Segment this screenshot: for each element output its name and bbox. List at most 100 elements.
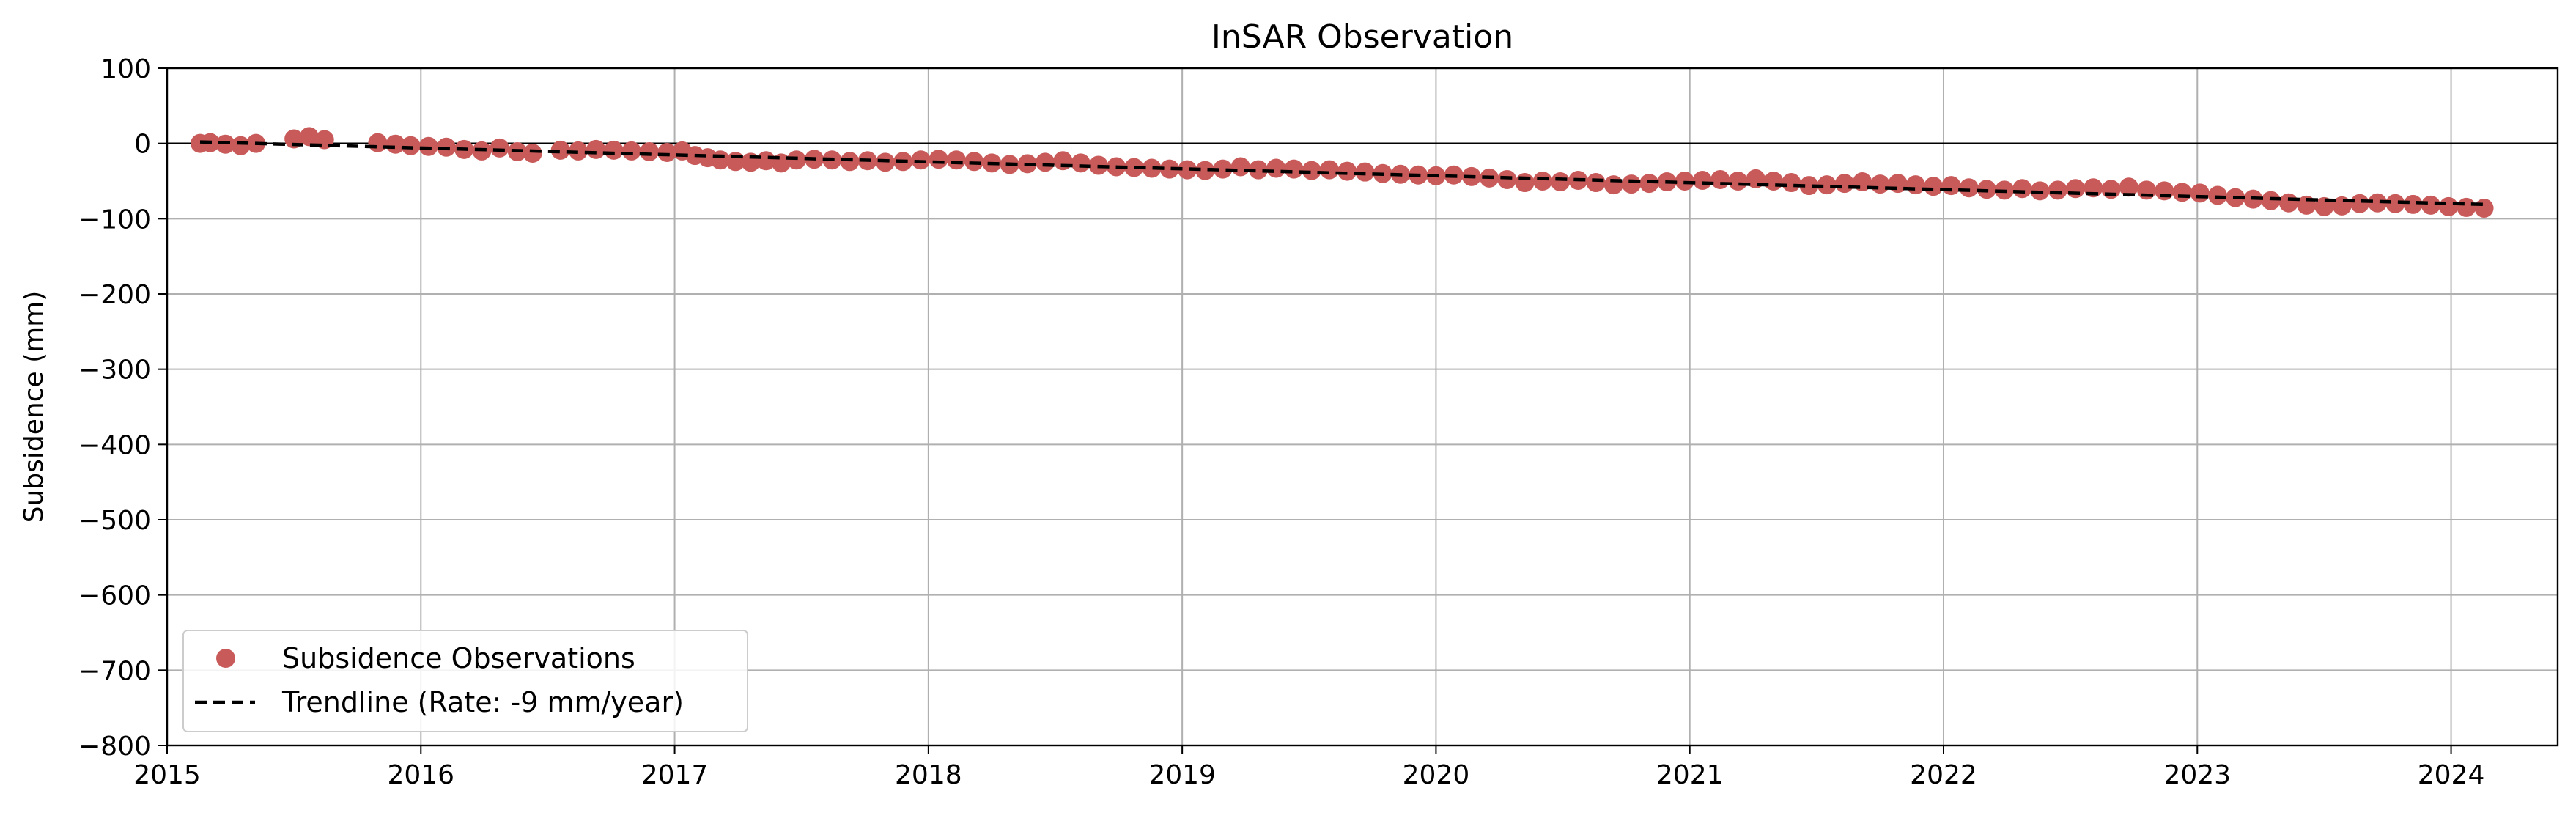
- x-tick-label: 2016: [387, 760, 454, 790]
- x-axis-ticks: 2015 2016 2017 2018 2019 2020 2021 2022 2023 2024: [133, 745, 2484, 790]
- observation-point: [490, 138, 509, 158]
- observation-point: [2190, 183, 2210, 203]
- x-tick-label: 2019: [1148, 760, 1216, 790]
- observation-point: [2385, 194, 2405, 213]
- observation-point: [1782, 173, 1801, 193]
- observation-point: [2368, 193, 2388, 213]
- observation-point: [2012, 179, 2032, 199]
- scatter-series: [191, 127, 2494, 218]
- observation-point: [1497, 169, 1517, 189]
- observation-point: [231, 136, 251, 155]
- observation-point: [1071, 153, 1090, 173]
- observation-point: [2421, 195, 2440, 215]
- x-tick-label: 2018: [895, 760, 962, 790]
- legend: Subsidence Observations Trendline (Rate:…: [182, 630, 748, 732]
- x-tick-label: 2015: [133, 760, 201, 790]
- observation-point: [568, 141, 588, 161]
- observation-point: [1249, 160, 1269, 180]
- trend-series: [199, 140, 2484, 207]
- x-tick-label: 2017: [641, 760, 709, 790]
- y-tick-label: 100: [100, 54, 151, 84]
- observation-point: [2403, 194, 2423, 214]
- observation-point: [786, 150, 806, 170]
- observation-point: [1195, 161, 1215, 180]
- observation-point: [1622, 174, 1642, 194]
- observation-point: [1178, 160, 1197, 180]
- observation-point: [1924, 177, 1944, 196]
- x-tick-label: 2021: [1656, 760, 1724, 790]
- observation-point: [639, 141, 659, 161]
- observation-point: [1355, 162, 1375, 182]
- observation-point: [2119, 177, 2138, 197]
- y-tick-label: −600: [78, 581, 151, 611]
- observation-point: [1693, 170, 1713, 190]
- observation-point: [1834, 174, 1854, 194]
- y-tick-label: −400: [78, 430, 151, 460]
- observation-point: [299, 127, 319, 147]
- y-tick-label: −200: [78, 280, 151, 310]
- plot-frame: [166, 67, 2559, 747]
- chart-title: InSAR Observation: [1211, 18, 1513, 56]
- observation-point: [368, 133, 388, 152]
- observation-point: [401, 136, 421, 155]
- observation-point: [1710, 169, 1730, 189]
- observation-point: [1551, 172, 1571, 192]
- legend-marker-observations: [216, 649, 235, 668]
- observation-point: [2350, 194, 2369, 213]
- observation-point: [2101, 180, 2121, 199]
- observation-point: [2457, 197, 2476, 217]
- y-axis-ticks: 100 0 −100 −200 −300 −400 −500 −600 −700 −800: [78, 54, 167, 762]
- observation-point: [1213, 159, 1233, 179]
- observation-point: [1905, 175, 1925, 195]
- observation-point: [1532, 172, 1552, 191]
- observation-point: [2314, 196, 2334, 216]
- observation-point: [1941, 176, 1961, 196]
- observation-point: [2066, 179, 2086, 199]
- y-tick-label: −700: [78, 656, 151, 686]
- x-tick-label: 2023: [2163, 760, 2231, 790]
- y-tick-label: −300: [78, 356, 151, 386]
- observation-point: [1337, 161, 1357, 181]
- observation-point: [1817, 175, 1837, 195]
- observation-point: [1799, 176, 1819, 196]
- observation-point: [1230, 157, 1250, 177]
- y-tick-label: 0: [134, 130, 151, 160]
- observation-point: [1302, 161, 1321, 180]
- observation-point: [1159, 159, 1179, 179]
- x-tick-label: 2020: [1403, 760, 1470, 790]
- observation-point: [604, 140, 624, 160]
- observation-point: [1053, 151, 1073, 171]
- observation-point: [1284, 159, 1304, 179]
- observation-point: [1142, 158, 1162, 178]
- observation-point: [946, 150, 966, 170]
- observation-point: [2207, 185, 2227, 205]
- observation-point: [550, 140, 570, 160]
- y-tick-label: −500: [78, 506, 151, 536]
- observation-point: [2048, 180, 2067, 200]
- observation-point: [2474, 198, 2494, 218]
- legend-label-trendline: Trendline (Rate: -9 mm/year): [281, 686, 684, 718]
- observation-point: [2278, 193, 2298, 213]
- observation-point: [2172, 183, 2192, 202]
- observation-point: [1319, 160, 1339, 180]
- observation-point: [1515, 173, 1535, 193]
- observation-point: [657, 142, 677, 162]
- x-tick-label: 2024: [2418, 760, 2485, 790]
- observation-point: [586, 139, 606, 159]
- observation-point: [1603, 175, 1623, 195]
- observation-point: [418, 136, 438, 156]
- observation-point: [1266, 158, 1286, 178]
- y-axis-title: Subsidence (mm): [19, 291, 49, 523]
- legend-label-observations: Subsidence Observations: [282, 642, 635, 674]
- observation-point: [1036, 152, 1055, 172]
- observation-point: [385, 134, 405, 154]
- x-tick-label: 2022: [1910, 760, 1977, 790]
- trendline: [199, 140, 2484, 207]
- observation-point: [1639, 174, 1659, 194]
- y-tick-label: −100: [78, 205, 151, 235]
- observation-point: [1959, 178, 1979, 198]
- observation-point: [2155, 181, 2174, 201]
- observation-point: [840, 152, 860, 172]
